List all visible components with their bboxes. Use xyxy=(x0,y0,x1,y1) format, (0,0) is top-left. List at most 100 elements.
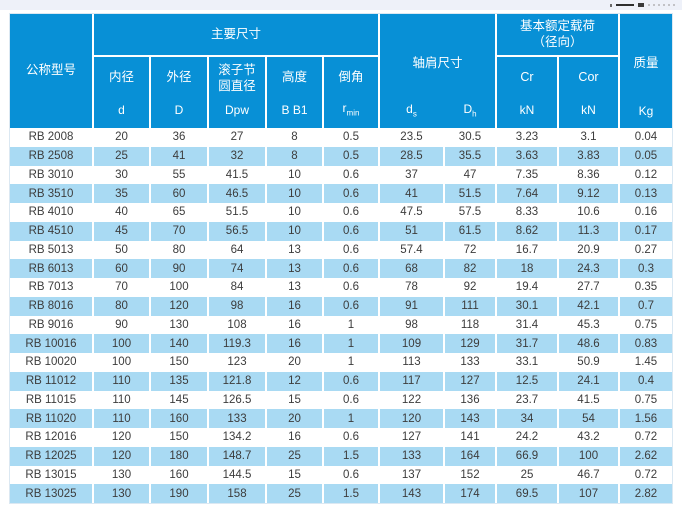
header-Cor-unit: kN xyxy=(581,103,596,117)
header-r-name: 倒角 xyxy=(338,70,364,84)
cell-Kg: 2.82 xyxy=(620,484,672,503)
cell-model: RB 6013 xyxy=(10,259,92,278)
cell-Cr: 31.4 xyxy=(515,318,539,331)
cell-model: RB 11015 xyxy=(25,393,77,406)
cell-ds: 109 xyxy=(380,334,443,353)
cell-Dh: 174 xyxy=(445,484,495,503)
cell-Cor: 45.3 xyxy=(577,318,600,331)
cell-B: 10 xyxy=(267,184,322,203)
cell-model: RB 8016 xyxy=(10,296,92,316)
cell-rmin: 1 xyxy=(324,409,378,428)
cell-Dpw: 41.5 xyxy=(225,168,249,181)
cell-model: RB 2508 xyxy=(10,146,92,166)
cell-D: 41 xyxy=(151,146,207,166)
cell-ds: 68 xyxy=(380,259,443,278)
cell-rmin: 1.5 xyxy=(324,446,378,466)
cell-Cr: 66.9 xyxy=(497,446,557,466)
table-row: RB 11015 110 145 126.5 15 0.6 122 136 23.7 41.5 0.… xyxy=(10,390,672,410)
cell-Dpw: 126.5 xyxy=(222,393,252,406)
cell-Cor: 42.1 xyxy=(559,296,618,316)
header-model-label: 公称型号 xyxy=(25,63,76,78)
cell-Dh: 143 xyxy=(445,409,495,428)
cell-B: 16 xyxy=(288,318,301,331)
cell-rmin: 1 xyxy=(347,356,355,369)
cell-D: 70 xyxy=(151,221,207,241)
cell-Dh: 30.5 xyxy=(458,131,482,144)
table-row: RB 6013 60 90 74 13 0.6 68 82 18 24.3 0.3 xyxy=(10,259,672,278)
cell-model: RB 4010 xyxy=(28,206,74,219)
cell-Dpw: 158 xyxy=(209,484,265,503)
cell-Cr: 18 xyxy=(497,259,557,278)
fragment-dot-mark xyxy=(610,3,612,7)
cell-ds: 113 xyxy=(402,356,421,369)
table-row: RB 4510 45 70 56.5 10 0.6 51 61.5 8.62 11.3 0.17 xyxy=(10,221,672,241)
cell-d: 35 xyxy=(94,184,149,203)
cell-d: 110 xyxy=(112,393,131,406)
table-header: 公称型号 主要尺寸 轴肩尺寸 ds Dh 基本额定载荷 （径向） 质量 Kg 内… xyxy=(10,14,672,128)
cell-Cr: 7.35 xyxy=(515,168,539,181)
header-B-name: 高度 xyxy=(281,70,307,84)
cell-D: 60 xyxy=(151,184,207,203)
cell-D: 55 xyxy=(172,168,186,181)
header-static-load-column: Cor kN xyxy=(559,57,618,128)
table-row: RB 2508 25 41 32 8 0.5 28.5 35.5 3.63 3.83 0.05 xyxy=(10,146,672,166)
cell-Kg: 0.04 xyxy=(634,131,658,144)
cell-Cor: 8.36 xyxy=(577,168,600,181)
cell-Dh: 118 xyxy=(460,318,480,331)
cell-Dpw: 27 xyxy=(230,131,244,144)
cell-ds: 98 xyxy=(405,318,418,331)
header-d-symbol: d xyxy=(118,103,125,117)
cell-model: RB 13025 xyxy=(10,484,92,503)
cell-Cr: 23.7 xyxy=(515,393,539,406)
cell-Dh: 111 xyxy=(445,296,495,316)
cell-ds: 137 xyxy=(401,468,422,481)
table-row: RB 11020 110 160 133 20 1 120 143 34 54 1.56 xyxy=(10,409,672,428)
fragment-dots-mark xyxy=(648,4,678,6)
cell-Dh: 47 xyxy=(463,168,477,181)
cell-rmin: 0.6 xyxy=(324,221,378,241)
cell-Dpw: 121.8 xyxy=(209,371,265,391)
header-roller-pitch-diameter-column: 滚子节 圆直径 Dpw xyxy=(209,57,265,128)
table-row: RB 4010 40 65 51.5 10 0.6 47.5 57.5 8.33 10.6 0.16 xyxy=(10,203,672,222)
cell-d: 120 xyxy=(111,431,132,444)
header-Cr-unit: kN xyxy=(519,103,535,117)
cell-d: 100 xyxy=(94,334,149,353)
cell-d: 50 xyxy=(115,243,128,256)
cell-Kg: 0.16 xyxy=(634,206,658,219)
header-mass-column: 质量 Kg xyxy=(620,14,672,128)
header-d-name: 内径 xyxy=(108,70,134,84)
cell-ds: 47.5 xyxy=(400,206,423,219)
cell-Dpw: 98 xyxy=(209,296,265,316)
cell-D: 135 xyxy=(151,371,207,391)
header-shoulder-label: 轴肩尺寸 xyxy=(412,56,463,70)
cell-B: 10 xyxy=(288,206,301,219)
cell-Cor: 48.6 xyxy=(559,334,618,353)
header-main-dims-label: 主要尺寸 xyxy=(210,26,261,41)
cell-Dh: 57.5 xyxy=(458,206,482,219)
cell-Cor: 54 xyxy=(559,409,618,428)
header-dh-symbol: Dh xyxy=(463,101,477,118)
cell-Kg: 0.83 xyxy=(620,334,672,353)
cell-Cor: 27.7 xyxy=(577,281,600,294)
cell-Kg: 0.4 xyxy=(620,371,672,391)
cell-B: 20 xyxy=(288,356,301,369)
cell-ds: 91 xyxy=(380,296,443,316)
cell-rmin: 0.5 xyxy=(343,131,359,144)
fragment-square-mark xyxy=(638,3,644,7)
table-row: RB 9016 90 130 108 16 1 98 118 31.4 45.3 0.75 xyxy=(10,315,672,335)
cell-rmin: 0.6 xyxy=(343,281,359,294)
header-outer-diameter-column: 外径 D xyxy=(151,57,207,128)
cell-Dpw: 119.3 xyxy=(209,334,265,353)
cell-Cor: 9.12 xyxy=(559,184,618,203)
cell-Cr: 24.2 xyxy=(515,431,539,444)
header-D-name: 外径 xyxy=(166,70,192,84)
cell-Kg: 0.12 xyxy=(634,168,658,181)
cell-rmin: 0.6 xyxy=(324,371,378,391)
cell-B: 13 xyxy=(288,281,301,294)
cell-D: 90 xyxy=(151,259,207,278)
header-group-rated-load: 基本额定载荷 （径向） xyxy=(497,14,618,55)
cell-rmin: 0.6 xyxy=(324,296,378,316)
header-r-symbol: rmin xyxy=(342,100,360,117)
cell-Dpw: 148.7 xyxy=(209,446,265,466)
cell-model: RB 11020 xyxy=(10,409,92,428)
